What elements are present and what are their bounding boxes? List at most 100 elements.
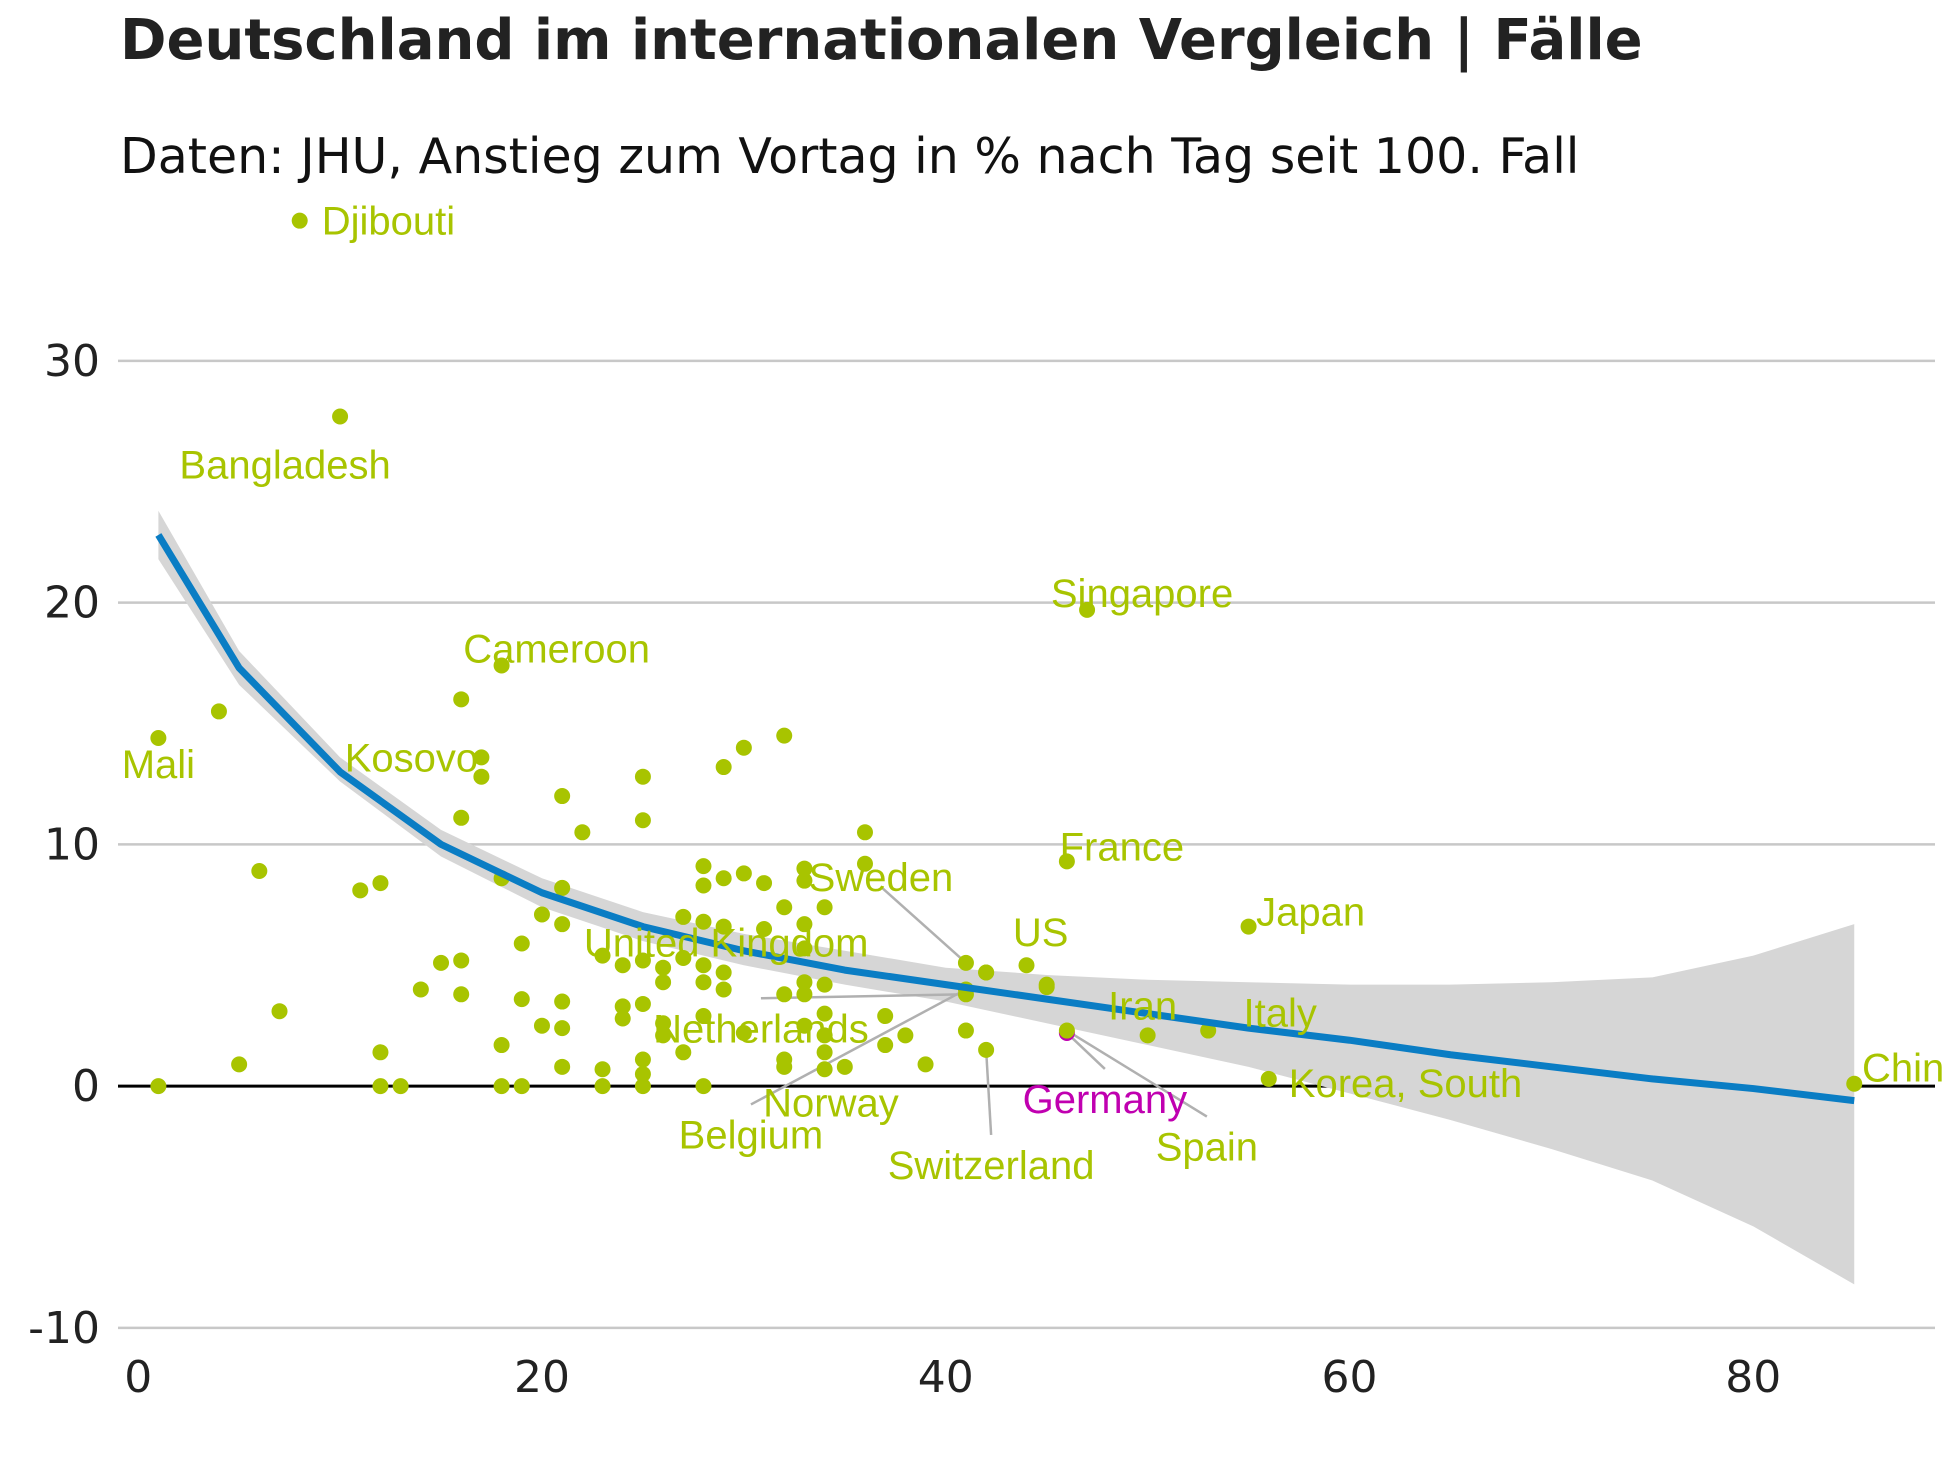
confidence-band-area [158, 510, 1855, 1285]
data-point [594, 947, 611, 964]
point-label-kosovo: Kosovo [345, 736, 478, 780]
data-point [392, 1078, 409, 1095]
data-point [675, 908, 692, 925]
data-point-spain [1058, 1022, 1075, 1039]
data-point [372, 1044, 389, 1061]
data-point [594, 1061, 611, 1078]
point-label-bangladesh: Bangladesh [179, 443, 390, 487]
data-point-norway [957, 1022, 974, 1039]
data-point-sweden [957, 954, 974, 971]
x-tick-label: 60 [1322, 1352, 1378, 1403]
data-point [856, 824, 873, 841]
data-point [695, 877, 712, 894]
data-point [271, 1003, 288, 1020]
data-point-kosovo [473, 749, 490, 766]
data-point-iran [1139, 1027, 1156, 1044]
data-point [897, 1027, 914, 1044]
data-point [554, 916, 571, 933]
data-point [816, 1061, 833, 1078]
data-point [352, 882, 369, 899]
y-tick-label: 0 [72, 1061, 100, 1112]
data-point [412, 981, 429, 998]
data-point [816, 899, 833, 916]
data-point-japan [1240, 918, 1257, 935]
data-point [634, 768, 651, 785]
data-point [251, 862, 268, 879]
data-point [776, 899, 793, 916]
data-point [816, 1027, 833, 1044]
point-label-switzerland: Switzerland [888, 1144, 1095, 1188]
data-point-cameroon [493, 657, 510, 674]
data-point-united-kingdom [978, 964, 995, 981]
data-point [695, 974, 712, 991]
point-label-germany: Germany [1023, 1078, 1188, 1122]
data-point [634, 1051, 651, 1068]
data-point [756, 875, 773, 892]
data-point [715, 759, 732, 776]
data-point [372, 1078, 389, 1095]
data-point [816, 976, 833, 993]
data-point [554, 879, 571, 896]
x-tick-label: 0 [124, 1352, 152, 1403]
data-point [796, 940, 813, 957]
data-point [533, 906, 550, 923]
point-label-norway: Norway [763, 1082, 899, 1126]
point-label-japan: Japan [1256, 891, 1365, 935]
data-point [453, 986, 470, 1003]
chart-title: Deutschland im internationalen Vergleich… [120, 8, 1643, 73]
axis-ticks: -10 0 10 20 30 0 20 40 60 80 [28, 336, 1781, 1403]
data-point [634, 952, 651, 969]
x-tick-label: 80 [1725, 1352, 1781, 1403]
data-point [150, 1078, 167, 1095]
data-point [453, 952, 470, 969]
data-point [695, 957, 712, 974]
point-label-mali: Mali [122, 743, 195, 787]
data-point [493, 1037, 510, 1054]
data-point [877, 1008, 894, 1025]
data-point [776, 727, 793, 744]
data-point-mali [150, 730, 167, 747]
data-point [715, 981, 732, 998]
data-points [150, 212, 1863, 1095]
point-label-singapore: Singapore [1051, 572, 1233, 616]
trend-line [155, 533, 1855, 1105]
data-point [695, 913, 712, 930]
point-label-us: US [1013, 911, 1069, 955]
leader-line-spain [1066, 1029, 1208, 1118]
x-tick-label: 40 [918, 1352, 974, 1403]
data-point [634, 1078, 651, 1095]
data-point [776, 986, 793, 1003]
data-point [796, 916, 813, 933]
data-point [554, 1020, 571, 1037]
data-point-france [1058, 853, 1075, 870]
data-point [513, 991, 530, 1008]
data-point [695, 1008, 712, 1025]
data-point [796, 1017, 813, 1034]
data-point [917, 1056, 934, 1073]
y-tick-label: 30 [44, 336, 100, 387]
data-point [735, 739, 752, 756]
point-label-korea-south: Korea, South [1289, 1062, 1523, 1106]
data-point-bangladesh [332, 408, 349, 425]
leader-line-belgium [750, 988, 967, 1106]
point-label-sweden: Sweden [809, 856, 954, 900]
data-point [796, 860, 813, 877]
data-point [513, 935, 530, 952]
data-point-korea-south [1260, 1070, 1277, 1087]
data-point [655, 959, 672, 976]
data-point [614, 1010, 631, 1027]
leader-line-netherlands [760, 993, 966, 1000]
point-label-spain: Spain [1156, 1126, 1258, 1170]
data-point [836, 1058, 853, 1075]
data-point [816, 1044, 833, 1061]
point-label-china: China [1862, 1047, 1944, 1091]
x-tick-label: 20 [514, 1352, 570, 1403]
data-point [554, 993, 571, 1010]
data-point [513, 1078, 530, 1095]
point-labels: Djibouti Bangladesh Singapore Cameroon Mali K… [122, 200, 1944, 1188]
leader-lines [750, 885, 1208, 1135]
data-point [634, 1066, 651, 1083]
data-point [231, 1056, 248, 1073]
data-point-djibouti [291, 212, 308, 229]
